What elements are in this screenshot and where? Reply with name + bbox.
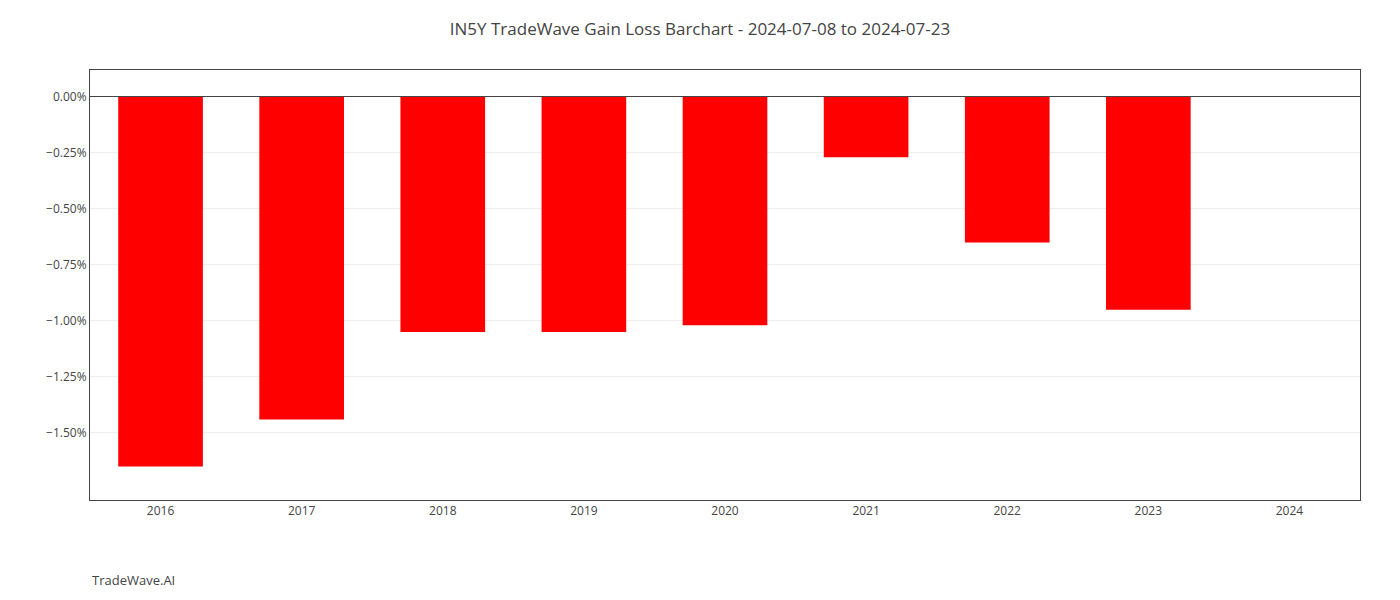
svg-text:2018: 2018 bbox=[429, 502, 457, 519]
svg-text:TradeWave.AI: TradeWave.AI bbox=[92, 571, 175, 589]
svg-text:IN5Y TradeWave Gain Loss Barch: IN5Y TradeWave Gain Loss Barchart - 2024… bbox=[450, 17, 950, 40]
svg-text:2022: 2022 bbox=[993, 502, 1021, 519]
svg-text:2020: 2020 bbox=[711, 502, 739, 519]
svg-text:−1.25%: −1.25% bbox=[46, 368, 87, 385]
svg-text:0.00%: 0.00% bbox=[53, 88, 87, 105]
svg-text:2023: 2023 bbox=[1135, 502, 1163, 519]
svg-text:−0.75%: −0.75% bbox=[46, 256, 87, 273]
svg-text:2021: 2021 bbox=[852, 502, 879, 519]
svg-text:−0.50%: −0.50% bbox=[46, 200, 87, 217]
svg-text:2017: 2017 bbox=[288, 502, 316, 519]
svg-text:−0.25%: −0.25% bbox=[46, 144, 87, 161]
svg-text:2019: 2019 bbox=[570, 502, 598, 519]
svg-text:−1.00%: −1.00% bbox=[46, 312, 87, 329]
svg-text:−1.50%: −1.50% bbox=[46, 424, 87, 441]
svg-text:2016: 2016 bbox=[147, 502, 175, 519]
svg-text:2024: 2024 bbox=[1276, 502, 1304, 519]
